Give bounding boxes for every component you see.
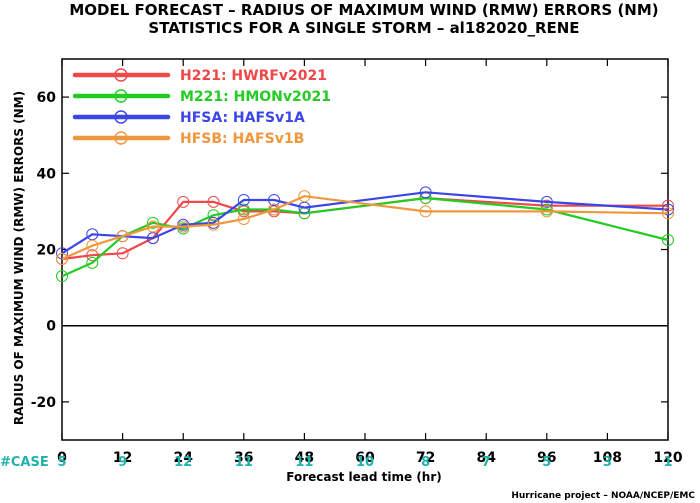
x-tick-label: 108 (593, 450, 622, 466)
chart-title-line2: STATISTICS FOR A SINGLE STORM – al182020… (148, 19, 579, 37)
x-tick-label: 60 (355, 450, 375, 466)
series-point-3 (540, 195, 553, 208)
y-tick-label: 60 (37, 90, 57, 106)
series-point-2 (86, 256, 99, 269)
x-tick-label: 36 (234, 450, 253, 466)
legend-marker-2 (114, 89, 128, 103)
x-axis-label: Forecast lead time (hr) (286, 470, 442, 484)
series-point-4 (419, 205, 432, 218)
series-point-2 (207, 209, 220, 222)
case-count: 9 (118, 455, 127, 470)
case-count: 5 (542, 455, 551, 470)
y-tick-label: -20 (31, 395, 57, 411)
x-tick-label: 0 (57, 450, 67, 466)
series-point-4 (207, 218, 220, 231)
case-count: 12 (174, 455, 192, 470)
chart-title-line1: MODEL FORECAST – RADIUS OF MAXIMUM WIND … (69, 1, 658, 19)
series-point-4 (116, 230, 129, 243)
y-tick-label: 0 (46, 319, 56, 335)
x-tick-label: 12 (113, 450, 132, 466)
case-count: 11 (235, 455, 253, 470)
series-point-4 (146, 220, 159, 233)
series-point-2 (237, 203, 250, 216)
series-point-3 (419, 186, 432, 199)
y-tick-label: 20 (37, 243, 57, 259)
credit-text: Hurricane project – NOAA/NCEP/EMC (511, 491, 695, 501)
series-point-1 (662, 199, 674, 212)
series-point-2 (662, 233, 674, 246)
case-count: 7 (482, 455, 491, 470)
legend-marker-3 (114, 110, 128, 124)
case-count: 1 (663, 455, 672, 470)
legend-marker-1 (114, 68, 128, 82)
series-point-3 (237, 193, 250, 206)
series-point-4 (86, 239, 99, 252)
series-point-4 (540, 205, 553, 218)
x-tick-label: 84 (476, 450, 496, 466)
series-point-4 (237, 213, 250, 226)
case-count: 10 (356, 455, 374, 470)
series-point-4 (268, 203, 281, 216)
series-point-1 (207, 195, 220, 208)
x-tick-label: 24 (173, 450, 193, 466)
y-axis-label: RADIUS OF MAXIMUM WIND (RMW) ERRORS (NM) (12, 91, 26, 425)
case-label: #CASE (0, 455, 49, 470)
y-tick-label: 40 (37, 166, 57, 182)
x-tick-label: 48 (295, 450, 314, 466)
case-count: 5 (57, 455, 66, 470)
series-point-2 (146, 216, 159, 229)
legend-marker-4 (114, 131, 128, 145)
x-tick-label: 72 (416, 450, 435, 466)
series-point-1 (177, 195, 190, 208)
series-point-4 (177, 220, 190, 233)
series-point-4 (662, 207, 674, 220)
case-count: 3 (603, 455, 612, 470)
series-point-1 (116, 247, 129, 260)
case-count: 11 (295, 455, 313, 470)
series-point-3 (268, 193, 281, 206)
series-point-1 (86, 249, 99, 262)
series-point-4 (56, 253, 68, 266)
x-tick-label: 96 (537, 450, 556, 466)
case-count: 8 (421, 455, 430, 470)
series-point-3 (662, 203, 674, 216)
x-tick-label: 120 (653, 450, 682, 466)
series-point-4 (298, 190, 311, 203)
legend-label-4: HFSB: HAFSv1B (180, 131, 304, 147)
series-point-2 (56, 270, 68, 283)
legend-label-3: HFSA: HAFSv1A (180, 110, 305, 126)
legend-label-1: H221: HWRFv2021 (180, 68, 327, 84)
legend-label-2: M221: HMONv2021 (180, 89, 331, 105)
